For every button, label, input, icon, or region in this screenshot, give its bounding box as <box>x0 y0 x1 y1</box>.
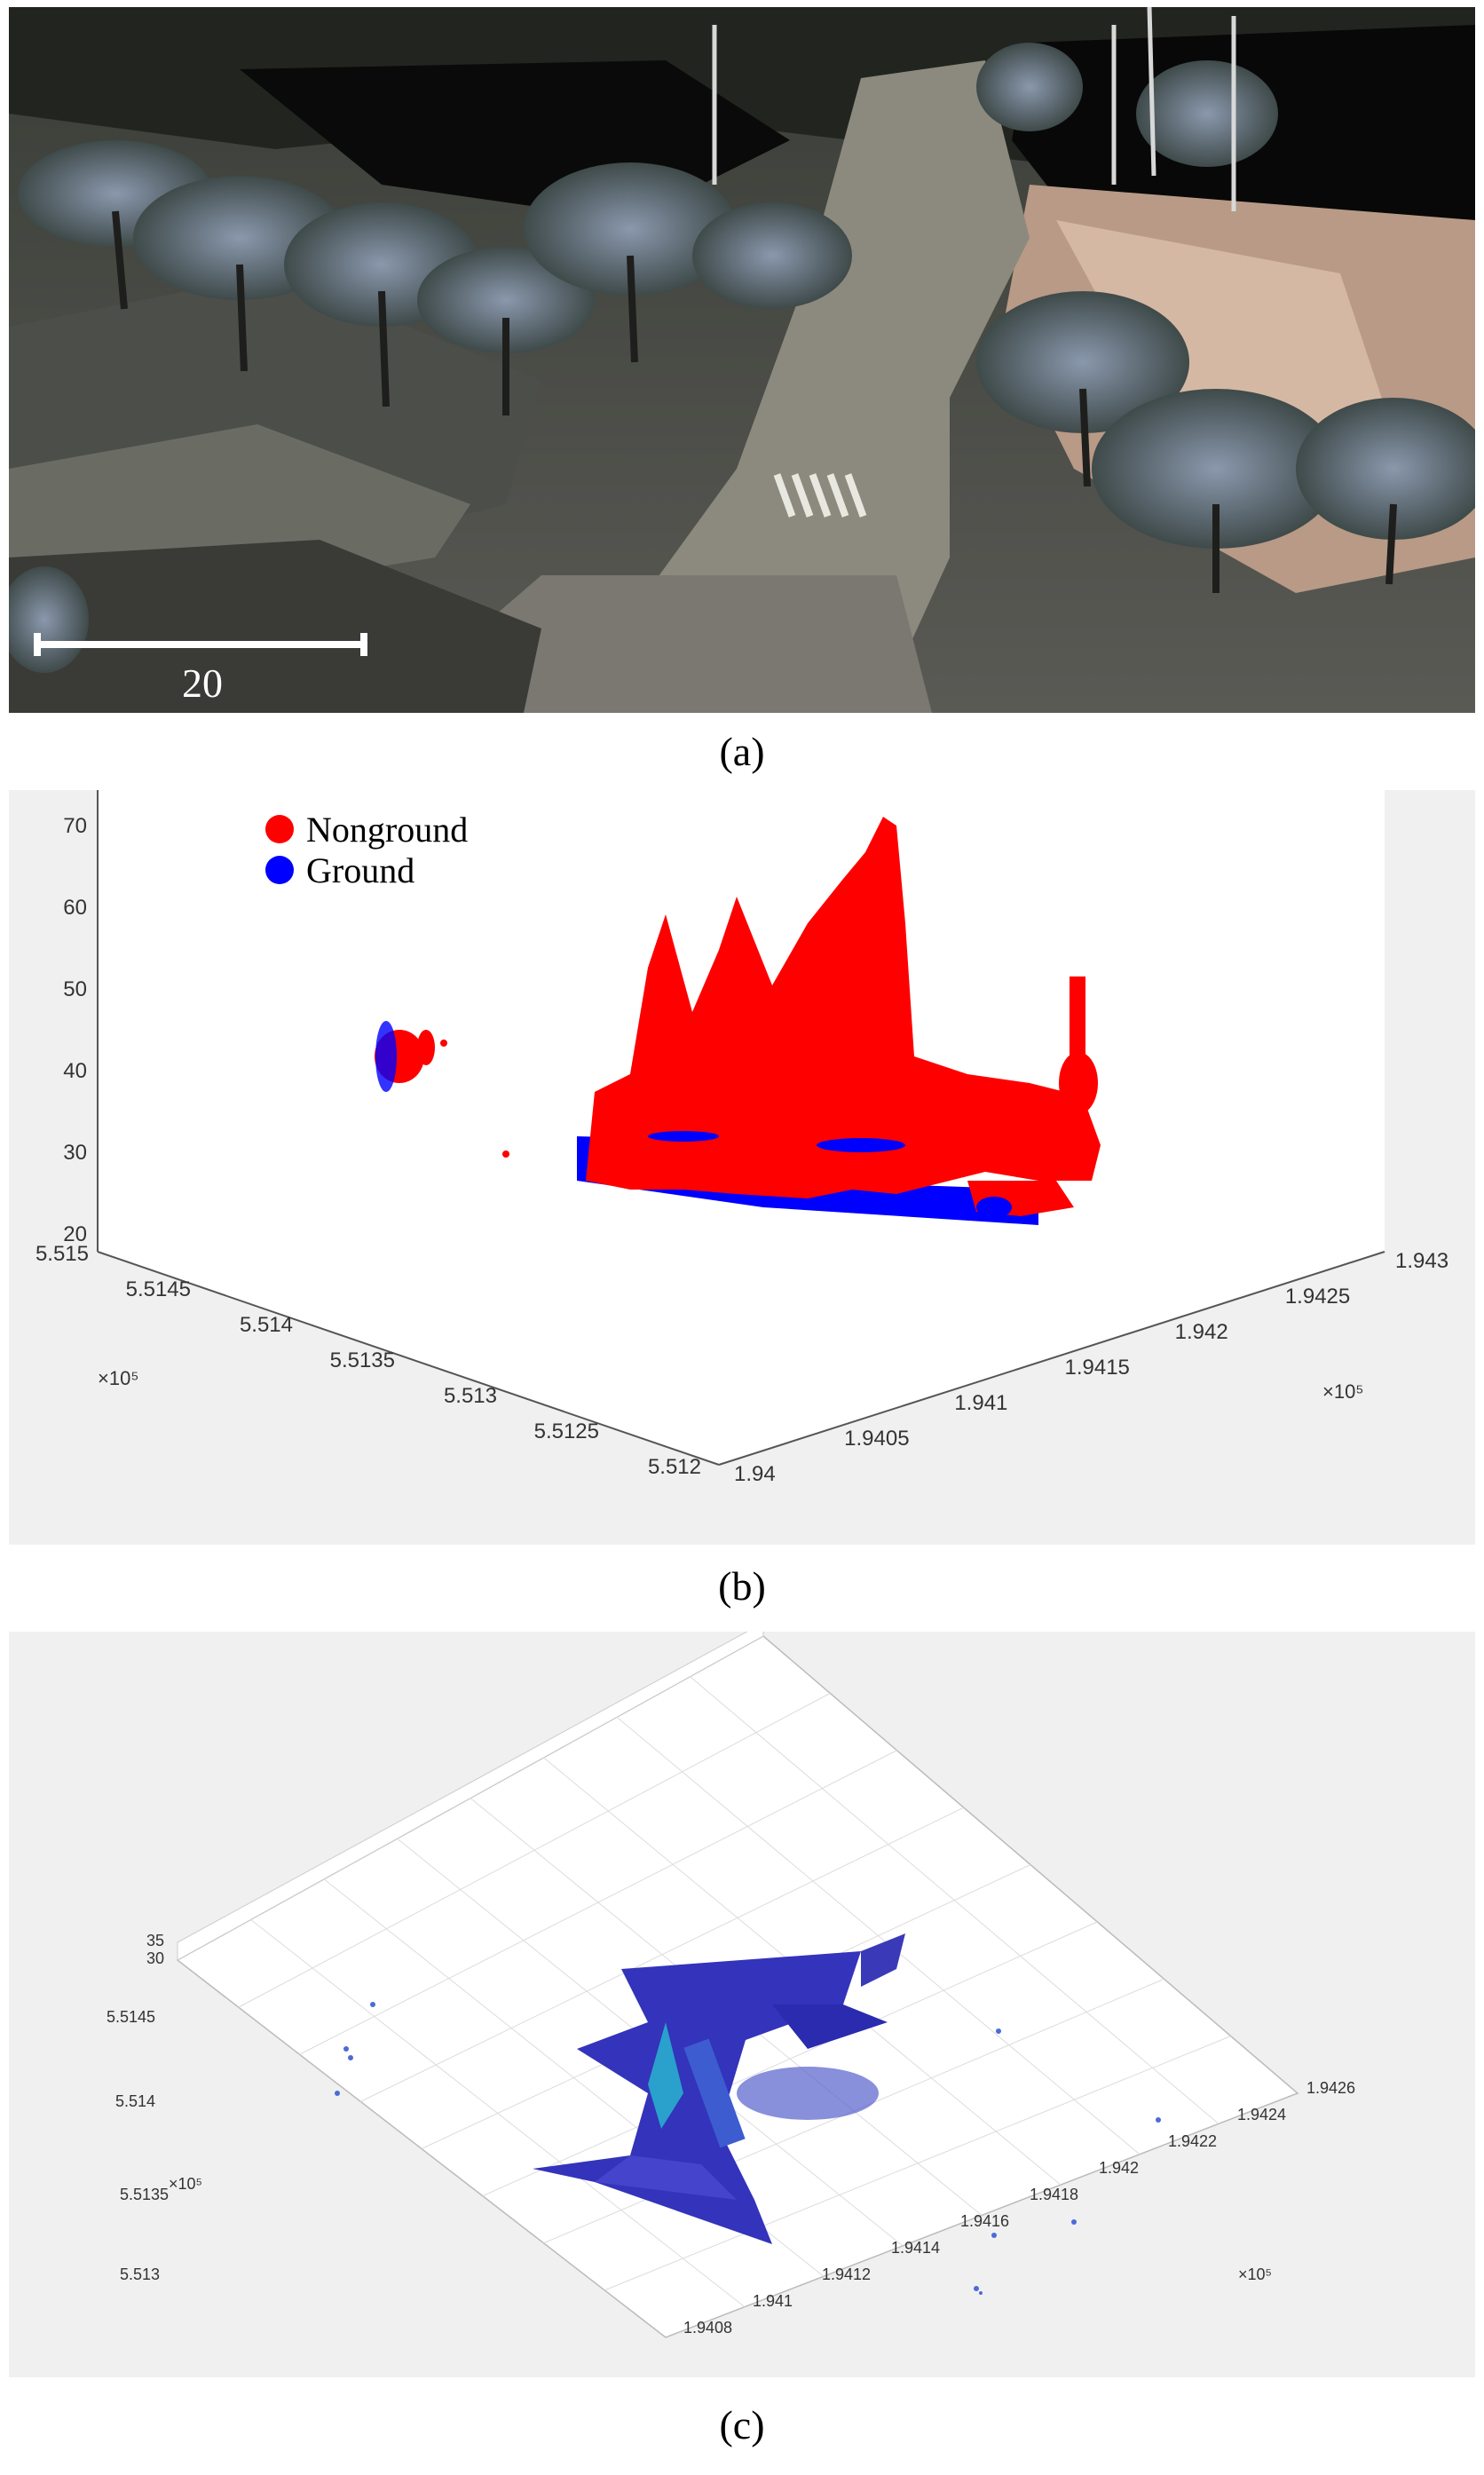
x-tick-label: 1.942 <box>1099 2159 1139 2177</box>
x-tick-label: 1.9405 <box>844 1427 909 1451</box>
legend-label-nonground: Nonground <box>306 810 468 850</box>
x-tick-label: 1.943 <box>1395 1249 1448 1273</box>
scatter-b-svg: 70 60 50 40 30 205.515 5.5145 5.514 5.5135 5.513 5… <box>36 790 1448 1486</box>
x-tick-label: 1.9418 <box>1030 2186 1078 2203</box>
ground-surface <box>533 1933 905 2244</box>
x-axis-line <box>718 1251 1385 1466</box>
legend-marker-ground <box>265 856 294 884</box>
z-tick-label: 50 <box>63 977 87 1001</box>
z-tick-label: 60 <box>63 896 87 920</box>
x-tick-label: 1.9424 <box>1237 2106 1286 2123</box>
x-axis-exponent-c: ×10⁵ <box>1238 2265 1272 2283</box>
point-cloud-render <box>9 7 1475 713</box>
scatter-points <box>375 817 1101 1225</box>
y-tick-label: 5.514 <box>115 2092 155 2110</box>
y-tick-label: 5.514 <box>240 1313 293 1337</box>
x-tick-label: 1.9414 <box>891 2239 940 2257</box>
y-tick-label: 5.5135 <box>120 2186 169 2203</box>
x-tick-label: 1.941 <box>753 2292 793 2310</box>
caption-a: (a) <box>719 729 765 774</box>
x-tick-label: 1.9415 <box>1065 1356 1130 1380</box>
scale-bar-label: 20 <box>182 660 223 706</box>
grid-lines <box>238 1676 1231 2308</box>
z-tick-label: 30 <box>63 1141 87 1165</box>
x-tick-label: 1.9425 <box>1285 1285 1350 1309</box>
classification-3d-scatter: 70 60 50 40 30 20 5.515 5.5145 5.514 5.5135 5.513 5… <box>9 790 1475 1545</box>
y-axis-exponent-c: ×10⁵ <box>169 2175 202 2193</box>
legend: Nonground Ground <box>265 810 468 890</box>
legend-label-ground: Ground <box>306 850 414 890</box>
scale-bar <box>34 633 367 656</box>
y-tick-label: 5.5145 <box>107 2008 155 2026</box>
x-tick-label: 1.9426 <box>1306 2079 1355 2097</box>
z-tick-label: 35 <box>146 1932 164 1949</box>
x-tick-label: 1.9422 <box>1168 2132 1217 2150</box>
tree-trunks <box>112 210 1397 593</box>
caption-b: (b) <box>718 1563 766 1609</box>
y-tick-label: 5.512 <box>648 1455 701 1479</box>
caption-c: (c) <box>719 2402 765 2447</box>
y-tick-label: 5.5125 <box>534 1419 599 1443</box>
y-tick-label: 5.5135 <box>330 1348 395 1372</box>
x-tick-label: 1.9408 <box>683 2319 732 2337</box>
z-tick-label: 20 <box>63 1222 87 1246</box>
ground-surface-3d: 35 30 5.5145 5.514 5.5135 5.513 1.9408 1.941 1.9… <box>9 1622 1475 2377</box>
z-tick-label: 70 <box>63 814 87 838</box>
x-axis-exponent: ×10⁵ <box>1322 1380 1363 1403</box>
poles <box>712 7 1236 211</box>
legend-marker-nonground <box>265 815 294 843</box>
scattered-points <box>335 2002 1161 2295</box>
x-tick-label: 1.9416 <box>960 2212 1009 2230</box>
y-tick-label: 5.5145 <box>126 1277 191 1301</box>
x-tick-label: 1.942 <box>1175 1320 1228 1344</box>
x-tick-label: 1.941 <box>954 1391 1007 1415</box>
z-tick-label: 40 <box>63 1059 87 1083</box>
point-cloud-photo-panel: 20 <box>9 7 1475 713</box>
y-tick-label: 5.513 <box>120 2265 160 2283</box>
x-tick-label: 1.94 <box>734 1462 776 1486</box>
y-tick-label: 5.513 <box>444 1384 497 1408</box>
y-axis-exponent: ×10⁵ <box>98 1367 138 1389</box>
tree-clusters <box>9 43 1475 673</box>
y-axis-line <box>97 1251 720 1466</box>
z-tick-label: 30 <box>146 1949 164 1967</box>
x-tick-label: 1.9412 <box>822 2265 871 2283</box>
crosswalk-stripes <box>773 473 867 518</box>
y-tick-label: 5.515 <box>36 1242 89 1266</box>
